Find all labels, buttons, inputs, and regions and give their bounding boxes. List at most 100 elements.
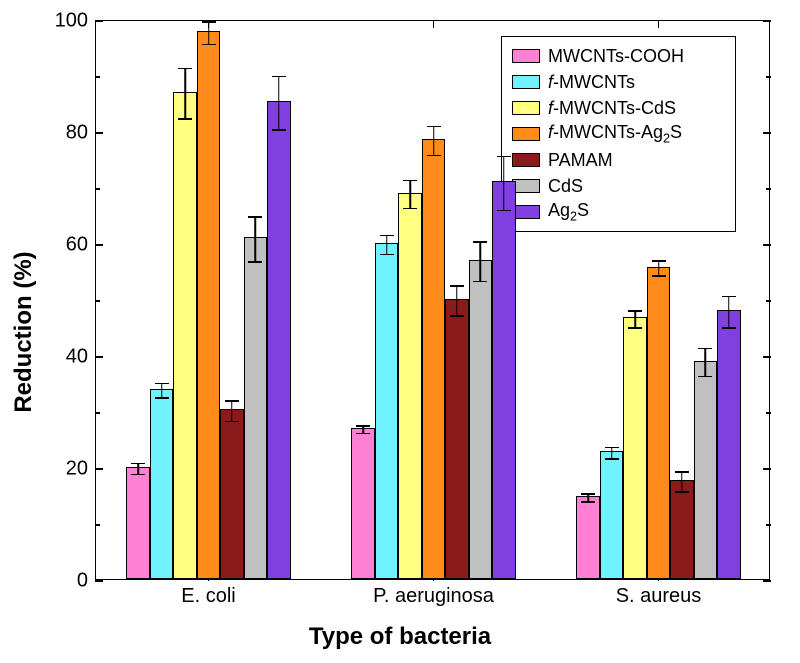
error-cap [473, 281, 487, 283]
y-tick-minor [766, 76, 771, 78]
error-cap [473, 241, 487, 243]
x-tick [658, 20, 660, 28]
error-bar [503, 157, 505, 211]
y-tick-major [95, 132, 103, 134]
error-cap [652, 260, 666, 262]
legend-label: f-MWCNTs-Ag2S [548, 122, 682, 146]
y-tick-minor [95, 300, 100, 302]
bar [267, 101, 290, 579]
error-cap [581, 501, 595, 503]
legend-label: Ag2S [548, 200, 589, 224]
error-cap [497, 156, 511, 158]
error-bar [658, 261, 660, 276]
error-cap [497, 210, 511, 212]
legend-item: PAMAM [512, 147, 725, 173]
error-bar [409, 181, 411, 209]
error-cap [605, 447, 619, 449]
error-cap [272, 76, 286, 78]
error-cap [380, 254, 394, 256]
bar [150, 389, 173, 579]
legend-swatch [512, 179, 540, 193]
error-bar [480, 242, 482, 281]
error-bar [456, 286, 458, 316]
bar [398, 193, 421, 579]
x-tick-label: E. coli [181, 585, 235, 608]
legend-swatch [512, 127, 540, 141]
error-bar [634, 311, 636, 328]
y-tick-minor [95, 76, 100, 78]
y-tick-minor [95, 412, 100, 414]
y-tick-major [95, 356, 103, 358]
legend-item: f-MWCNTs-Ag2S [512, 121, 725, 147]
error-cap [131, 463, 145, 465]
error-cap [675, 491, 689, 493]
y-tick-label: 40 [66, 346, 88, 369]
error-cap [652, 275, 666, 277]
legend: MWCNTs-COOHf-MWCNTsf-MWCNTs-CdSf-MWCNTs-… [501, 36, 736, 232]
y-tick-major [95, 20, 103, 22]
y-tick-major [95, 580, 103, 582]
legend-swatch [512, 205, 540, 219]
bar [422, 139, 445, 579]
bar [694, 361, 717, 579]
bar [244, 237, 267, 579]
y-tick-label: 20 [66, 458, 88, 481]
legend-item: f-MWCNTs [512, 69, 725, 95]
error-cap [698, 376, 712, 378]
bar-chart: Reduction (%) Type of bacteria MWCNTs-CO… [0, 0, 800, 663]
error-bar [386, 235, 388, 254]
error-cap [628, 310, 642, 312]
error-bar [255, 217, 257, 262]
error-bar [184, 69, 186, 119]
y-tick-label: 80 [66, 122, 88, 145]
bar [197, 31, 220, 579]
legend-swatch [512, 49, 540, 63]
error-cap [248, 216, 262, 218]
x-tick-label: P. aeruginosa [373, 585, 494, 608]
y-axis-title: Reduction (%) [10, 251, 38, 412]
legend-item: f-MWCNTs-CdS [512, 95, 725, 121]
error-cap [403, 208, 417, 210]
error-bar [278, 76, 280, 130]
bar [576, 496, 599, 579]
legend-swatch [512, 75, 540, 89]
y-tick-minor [95, 188, 100, 190]
y-tick-minor [766, 188, 771, 190]
error-bar [208, 22, 210, 44]
legend-label: CdS [548, 176, 583, 197]
bar [670, 480, 693, 579]
error-cap [155, 383, 169, 385]
bar [445, 299, 468, 579]
bar [173, 92, 196, 579]
error-cap [675, 471, 689, 473]
x-axis-title: Type of bacteria [309, 623, 491, 651]
error-bar [681, 472, 683, 492]
error-cap [403, 180, 417, 182]
error-cap [178, 118, 192, 120]
y-tick-minor [766, 300, 771, 302]
error-cap [225, 400, 239, 402]
bar [220, 409, 243, 579]
error-cap [202, 44, 216, 46]
y-tick-major [95, 244, 103, 246]
error-bar [705, 349, 707, 377]
error-cap [178, 68, 192, 70]
error-cap [722, 296, 736, 298]
y-tick-major [763, 244, 771, 246]
error-cap [698, 348, 712, 350]
x-tick-label: S. aureus [616, 585, 702, 608]
error-cap [225, 421, 239, 423]
legend-item: CdS [512, 173, 725, 199]
y-tick-major [763, 468, 771, 470]
error-cap [722, 327, 736, 329]
error-cap [427, 126, 441, 128]
error-cap [131, 474, 145, 476]
x-tick [433, 20, 435, 28]
legend-item: Ag2S [512, 199, 725, 225]
legend-label: PAMAM [548, 150, 613, 171]
error-cap [356, 433, 370, 435]
y-tick-major [763, 132, 771, 134]
y-tick-major [763, 580, 771, 582]
error-cap [605, 458, 619, 460]
y-tick-major [763, 356, 771, 358]
